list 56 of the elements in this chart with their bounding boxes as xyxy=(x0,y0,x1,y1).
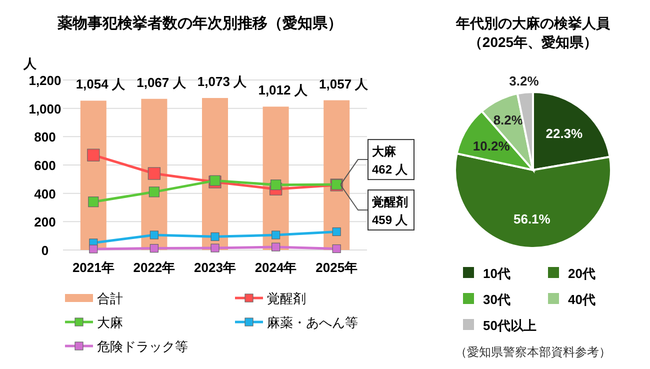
point xyxy=(150,230,158,240)
data-label: 22.3% xyxy=(546,126,584,142)
annotation: 459 人 xyxy=(372,212,408,227)
point xyxy=(150,244,158,253)
point xyxy=(210,232,220,241)
data-label: 1,067 人 xyxy=(136,74,187,90)
chart-title: 薬物事犯検挙者数の年次別推移（愛知県） xyxy=(56,14,342,32)
point xyxy=(87,148,100,162)
data-label: 1,012 人 xyxy=(258,82,308,98)
point xyxy=(272,230,280,240)
legend-label: 覚醒剤 xyxy=(267,291,306,306)
point xyxy=(210,175,220,186)
point xyxy=(148,167,160,180)
legend-label: 30代 xyxy=(483,292,510,307)
legend-label: 危険ドラック等 xyxy=(97,339,188,354)
point xyxy=(88,196,99,208)
legend-label: 10代 xyxy=(483,266,510,281)
legend-label: 50代以上 xyxy=(483,318,536,333)
y-axis-title: 人 xyxy=(22,56,38,71)
point xyxy=(332,244,341,254)
legend-label: 合計 xyxy=(97,291,123,306)
y-tick-label: 600 xyxy=(34,158,56,173)
data-label: 10.2% xyxy=(472,138,510,154)
annotation: 覚醒剤 xyxy=(372,194,408,209)
point xyxy=(272,242,280,252)
data-label: 56.1% xyxy=(514,211,551,226)
point xyxy=(148,186,160,198)
legend-label: 40代 xyxy=(568,292,596,307)
data-label: 1,054 人 xyxy=(76,76,126,92)
annotation: 462 人 xyxy=(372,162,408,177)
y-tick-label: 1,000 xyxy=(28,101,62,116)
point xyxy=(210,244,220,252)
data-label: 1,057 人 xyxy=(319,76,370,92)
x-tick-label: 2021年 xyxy=(72,260,114,275)
y-tick-label: 0 xyxy=(41,243,49,258)
legend-label: 大麻 xyxy=(97,315,123,330)
legend-label: 麻薬・あへん等 xyxy=(267,315,358,330)
chart-title: 年代別の大麻の検挙人員 xyxy=(455,15,611,31)
point xyxy=(332,227,341,236)
data-label: 3.2% xyxy=(509,73,540,88)
text: （愛知県警察本部資料参考） xyxy=(455,345,611,359)
y-tick-label: 200 xyxy=(34,214,56,230)
annotation: 大麻 xyxy=(372,144,397,159)
chart-subtitle: （2025年、愛知県） xyxy=(468,34,598,50)
legend-label: 20代 xyxy=(568,266,596,281)
data-label: 8.2% xyxy=(493,112,524,128)
y-tick-label: 1,200 xyxy=(28,73,62,88)
point xyxy=(89,244,98,254)
data-label: 1,073 人 xyxy=(197,74,248,89)
y-tick-label: 800 xyxy=(34,130,56,145)
point xyxy=(270,180,282,190)
x-tick-label: 2025年 xyxy=(316,260,358,275)
x-tick-label: 2024年 xyxy=(254,260,297,275)
x-tick-label: 2022年 xyxy=(133,260,176,275)
x-tick-label: 2023年 xyxy=(194,260,236,275)
y-tick-label: 400 xyxy=(34,186,56,202)
